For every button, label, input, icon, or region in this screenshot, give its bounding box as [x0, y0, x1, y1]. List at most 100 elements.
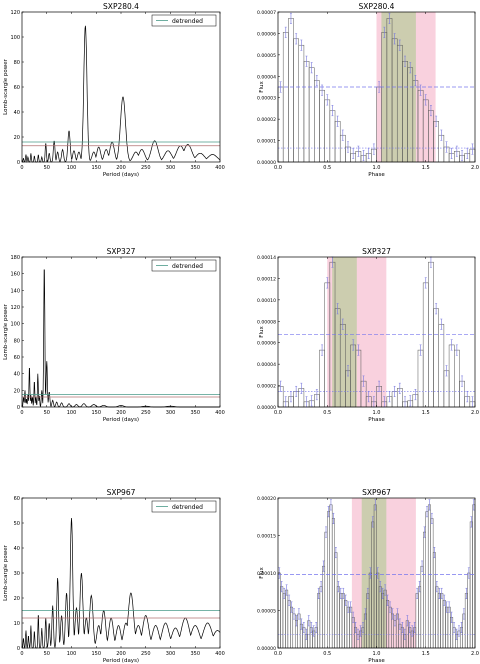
x-tick-label: 150 [91, 165, 101, 171]
x-tick-label: 400 [215, 410, 225, 416]
y-tick-label: 0.00003 [257, 96, 276, 102]
pulse-profile-panel: SXP280.4 Phase Flux 0.0 0.5 1.0 1.5 2.0 0.00000 0… [257, 2, 479, 178]
legend [151, 500, 217, 513]
y-tick-label: 20 [14, 596, 20, 602]
x-tick-label: 150 [91, 651, 101, 657]
x-tick-label: 350 [190, 410, 200, 416]
y-tick-label: 0.00004 [257, 362, 276, 368]
x-tick-label: 1.5 [422, 651, 430, 657]
chart-title: SXP280.4 [103, 2, 139, 11]
y-tick-label: 0 [17, 646, 20, 652]
x-tick-label: 1.5 [422, 165, 430, 171]
y-tick-label: 0.00010 [257, 298, 276, 304]
y-tick-label: 0.00008 [257, 319, 276, 325]
y-tick-label: 60 [14, 355, 20, 361]
y-tick-label: 0.00006 [257, 31, 276, 37]
x-tick-label: 0 [20, 410, 23, 416]
x-tick-label: 200 [116, 165, 126, 171]
x-tick-label: 200 [116, 651, 126, 657]
y-tick-label: 10 [14, 621, 20, 627]
y-tick-label: 30 [14, 571, 20, 577]
y-tick-label: 120 [10, 10, 20, 16]
x-tick-label: 0.5 [323, 651, 331, 657]
x-axis-label: Period (days) [103, 417, 139, 423]
y-tick-label: 80 [14, 338, 20, 344]
y-tick-label: 100 [10, 322, 20, 328]
legend [151, 14, 217, 27]
plot-area [22, 257, 220, 407]
y-tick-label: 0.00004 [257, 74, 276, 80]
y-tick-label: 0.00020 [257, 496, 276, 502]
y-tick-label: 40 [14, 546, 20, 552]
x-tick-label: 300 [166, 651, 176, 657]
x-tick-label: 2.0 [471, 651, 479, 657]
plot-area [22, 12, 220, 162]
x-tick-label: 0 [20, 165, 23, 171]
y-tick-label: 20 [14, 388, 20, 394]
x-tick-label: 50 [44, 651, 50, 657]
y-tick-label: 0.00005 [257, 609, 276, 615]
y-tick-label: 80 [14, 60, 20, 66]
y-tick-label: 0.00005 [257, 53, 276, 59]
x-tick-label: 300 [166, 410, 176, 416]
y-axis-label: Lomb-scargle power [3, 303, 9, 359]
y-tick-label: 60 [14, 85, 20, 91]
x-tick-label: 1.0 [373, 165, 381, 171]
y-axis-label: Lomb-scargle power [3, 544, 9, 600]
y-tick-label: 0.00000 [257, 405, 276, 411]
x-tick-label: 0.5 [323, 165, 331, 171]
y-tick-label: 0 [17, 160, 20, 166]
power-curve [21, 25, 221, 163]
x-tick-label: 100 [67, 165, 77, 171]
y-tick-label: 0.00010 [257, 571, 276, 577]
power-curve [21, 517, 221, 649]
y-tick-label: 0.00014 [257, 255, 276, 261]
x-tick-label: 0.0 [274, 410, 282, 416]
legend-label: detrended [172, 18, 203, 25]
x-tick-label: 150 [91, 410, 101, 416]
x-tick-label: 2.0 [471, 165, 479, 171]
chart-title: SXP967 [107, 488, 136, 497]
y-tick-label: 50 [14, 521, 20, 527]
x-tick-label: 400 [215, 165, 225, 171]
y-tick-label: 0.00002 [257, 384, 276, 390]
x-tick-label: 200 [116, 410, 126, 416]
x-tick-label: 400 [215, 651, 225, 657]
x-tick-label: 0.0 [274, 651, 282, 657]
x-tick-label: 250 [141, 165, 151, 171]
x-tick-label: 350 [190, 651, 200, 657]
y-tick-label: 180 [10, 255, 20, 261]
y-axis-label: Flux [259, 567, 265, 579]
x-tick-label: 0.5 [323, 410, 331, 416]
x-tick-label: 350 [190, 165, 200, 171]
y-tick-label: 40 [14, 110, 20, 116]
y-tick-label: 0.00000 [257, 160, 276, 166]
x-tick-label: 250 [141, 651, 151, 657]
y-tick-label: 20 [14, 135, 20, 141]
y-tick-label: 100 [10, 35, 20, 41]
chart-title: SXP280.4 [359, 2, 395, 11]
pulse-profile-panel: SXP327 Phase Flux 0.0 0.5 1.0 1.5 2.0 0.00000 0.0… [257, 247, 479, 423]
periodogram-panel: SXP280.4 Period (days) Lomb-scargle power 0… [3, 2, 225, 178]
x-tick-label: 50 [44, 410, 50, 416]
x-axis-label: Phase [368, 658, 385, 664]
x-tick-label: 2.0 [471, 410, 479, 416]
x-axis-label: Phase [368, 417, 385, 423]
chart-title: SXP967 [362, 488, 391, 497]
y-tick-label: 0.00012 [257, 276, 276, 282]
x-tick-label: 1.0 [373, 410, 381, 416]
x-tick-label: 250 [141, 410, 151, 416]
x-tick-label: 1.5 [422, 410, 430, 416]
y-tick-label: 0 [17, 405, 20, 411]
x-tick-label: 100 [67, 651, 77, 657]
y-tick-label: 140 [10, 288, 20, 294]
x-tick-label: 50 [44, 165, 50, 171]
y-tick-label: 0.00015 [257, 534, 276, 540]
x-tick-label: 1.0 [373, 651, 381, 657]
y-tick-label: 0.00001 [257, 139, 276, 145]
y-tick-label: 120 [10, 305, 20, 311]
chart-title: SXP327 [107, 247, 136, 256]
legend [151, 259, 217, 272]
y-axis-label: Lomb-scargle power [3, 58, 9, 114]
